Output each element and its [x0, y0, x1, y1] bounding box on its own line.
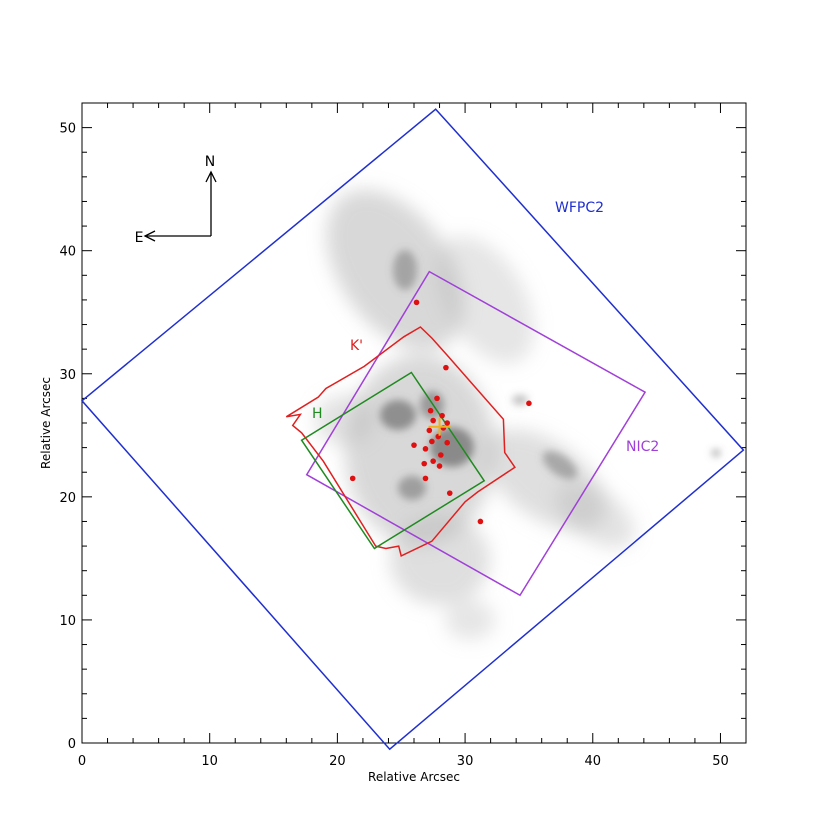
y-tick-label: 30 — [59, 368, 76, 383]
source-point — [446, 490, 453, 496]
compass-east-label: E — [135, 230, 144, 246]
source-point — [422, 446, 429, 452]
footprint-label: K' — [350, 338, 363, 354]
x-tick-label: 40 — [584, 754, 601, 769]
source-point — [526, 400, 532, 407]
source-point — [430, 458, 436, 464]
source-point — [439, 412, 445, 419]
footprint-label: H — [312, 406, 323, 422]
x-tick-label: 0 — [78, 754, 86, 769]
center-marker — [428, 417, 451, 436]
source-point — [422, 475, 429, 482]
sources — [349, 299, 532, 525]
footprint-label: NIC2 — [626, 439, 659, 455]
north-arrowhead-icon — [205, 170, 217, 183]
source-point — [434, 395, 440, 402]
x-tick-label: 30 — [457, 754, 474, 769]
compass-north-label: N — [205, 154, 215, 170]
source-point — [477, 518, 484, 525]
source-point — [444, 420, 451, 426]
axis-tick-labels: 0 10 20 30 40 50 0 10 20 30 40 50 — [59, 122, 728, 769]
source-point — [421, 460, 428, 467]
x-axis-title: Relative Arcsec — [368, 770, 460, 784]
footprint-nic2 — [305, 270, 647, 597]
nebula-image — [315, 189, 720, 640]
compass — [143, 170, 217, 242]
source-point — [443, 364, 449, 371]
x-tick-label: 50 — [712, 754, 729, 769]
footprint-label: WFPC2 — [555, 200, 604, 216]
source-point — [349, 475, 356, 482]
footprint-h — [300, 371, 486, 550]
footprint-wfpc2 — [80, 108, 745, 751]
y-tick-label: 50 — [59, 122, 76, 137]
footprints: WFPC2 NIC2 K' H — [80, 108, 745, 751]
y-tick-label: 20 — [59, 491, 76, 506]
source-point — [444, 439, 451, 446]
source-point — [411, 442, 417, 448]
footprint-k — [285, 326, 516, 557]
y-tick-label: 40 — [59, 245, 76, 260]
axis-ticks — [81, 102, 747, 744]
source-point — [429, 438, 435, 445]
source-point — [413, 299, 420, 306]
y-tick-label: 10 — [59, 614, 76, 629]
source-point — [426, 427, 433, 434]
y-axis-title: Relative Arcsec — [39, 377, 53, 469]
source-point — [427, 407, 434, 414]
east-arrowhead-icon — [143, 230, 156, 242]
y-tick-label: 0 — [68, 737, 76, 752]
source-point — [436, 463, 443, 469]
x-tick-label: 10 — [201, 754, 218, 769]
source-point — [430, 417, 436, 424]
source-point — [438, 452, 444, 458]
x-tick-label: 20 — [329, 754, 346, 769]
